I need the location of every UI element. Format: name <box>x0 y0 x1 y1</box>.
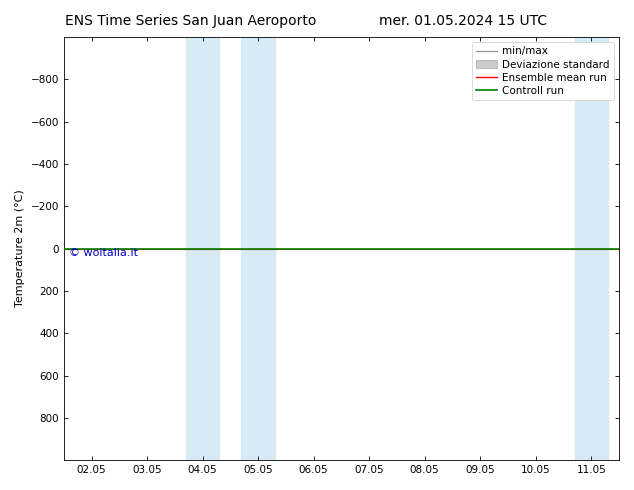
Bar <box>574 37 608 460</box>
Text: mer. 01.05.2024 15 UTC: mer. 01.05.2024 15 UTC <box>378 14 547 28</box>
Y-axis label: Temperature 2m (°C): Temperature 2m (°C) <box>15 190 25 307</box>
Bar <box>242 37 275 460</box>
Legend: min/max, Deviazione standard, Ensemble mean run, Controll run: min/max, Deviazione standard, Ensemble m… <box>472 42 614 100</box>
Bar <box>630 37 634 460</box>
Text: © woitalia.it: © woitalia.it <box>69 248 138 258</box>
Bar <box>186 37 219 460</box>
Text: ENS Time Series San Juan Aeroporto: ENS Time Series San Juan Aeroporto <box>65 14 316 28</box>
